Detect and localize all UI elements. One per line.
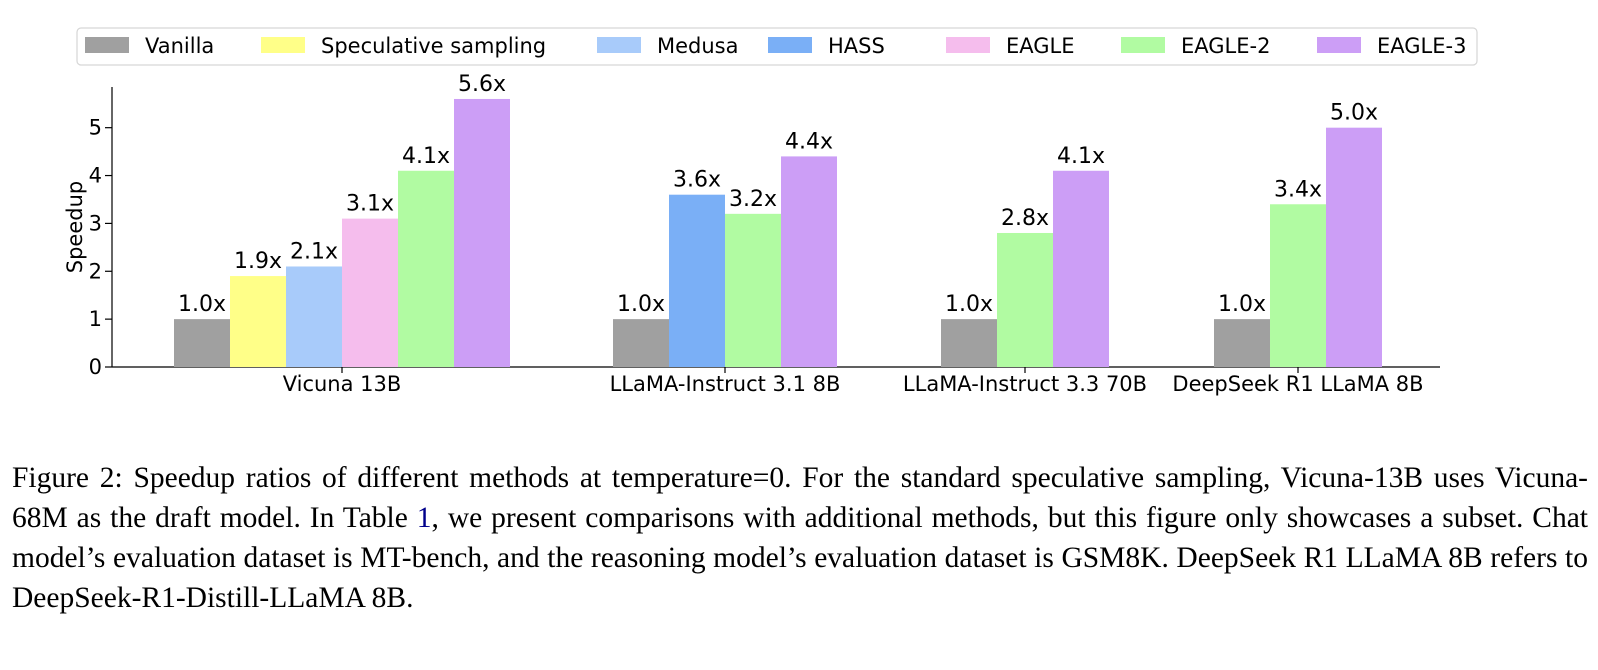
bar-llama-instruct-3-3-70b-eagle-3 <box>1053 170 1109 367</box>
data-label-vicuna-13b-medusa: 2.1x <box>290 239 338 264</box>
legend-swatch-eagle-3 <box>1317 37 1361 53</box>
data-label-llama-instruct-3-1-8b-eagle-2: 3.2x <box>729 187 777 212</box>
bar-llama-instruct-3-3-70b-vanilla <box>941 319 997 367</box>
legend-swatch-medusa <box>597 37 641 53</box>
legend-label-medusa: Medusa <box>657 34 739 58</box>
bar-vicuna-13b-vanilla <box>174 319 230 367</box>
bar-deepseek-r1-llama-8b-eagle-2 <box>1270 204 1326 367</box>
x-tick-label-llama-instruct-3-1-8b: LLaMA-Instruct 3.1 8B <box>610 372 841 396</box>
data-label-llama-instruct-3-3-70b-eagle-3: 4.1x <box>1057 144 1105 169</box>
bar-vicuna-13b-eagle-2 <box>398 170 454 367</box>
bar-vicuna-13b-speculative-sampling <box>230 276 286 367</box>
caption-text-continued: , we present comparisons with additional… <box>12 502 1588 614</box>
legend-swatch-eagle <box>946 37 990 53</box>
data-label-llama-instruct-3-1-8b-vanilla: 1.0x <box>617 292 665 317</box>
data-label-vicuna-13b-vanilla: 1.0x <box>178 292 226 317</box>
data-labels: 1.0x 1.9x 2.1x 3.1x 4.1x 5.6x 1.0x 3.6x 3.2x 4.4x… <box>178 72 1378 317</box>
legend-label-eagle-3: EAGLE-3 <box>1377 34 1466 58</box>
data-label-vicuna-13b-eagle-2: 4.1x <box>402 144 450 169</box>
y-tick-label: 1 <box>89 307 102 331</box>
data-label-deepseek-r1-llama-8b-eagle-3: 5.0x <box>1330 101 1378 126</box>
table-reference-link[interactable]: 1 <box>416 502 432 534</box>
legend-swatch-hass <box>768 37 812 53</box>
legend-label-speculative-sampling: Speculative sampling <box>321 34 546 58</box>
caption-text: Figure 2: Speedup ratios of different me… <box>12 462 1588 534</box>
y-tick-label: 4 <box>89 164 102 188</box>
y-tick-label: 2 <box>89 259 102 283</box>
legend-label-eagle: EAGLE <box>1006 34 1075 58</box>
bar-llama-instruct-3-3-70b-eagle-2 <box>997 232 1053 367</box>
bar-llama-instruct-3-1-8b-eagle-2 <box>725 213 781 367</box>
y-tick-label: 3 <box>89 211 102 235</box>
bar-llama-instruct-3-1-8b-vanilla <box>613 319 669 367</box>
bar-deepseek-r1-llama-8b-vanilla <box>1214 319 1270 367</box>
legend-label-eagle-2: EAGLE-2 <box>1181 34 1270 58</box>
bars <box>174 98 1382 367</box>
data-label-llama-instruct-3-3-70b-vanilla: 1.0x <box>945 292 993 317</box>
legend-label-hass: HASS <box>828 34 885 58</box>
legend-swatch-vanilla <box>85 37 129 53</box>
bar-vicuna-13b-medusa <box>286 266 342 367</box>
data-label-llama-instruct-3-1-8b-eagle-3: 4.4x <box>785 129 833 154</box>
y-tick-label: 0 <box>89 355 102 379</box>
bar-llama-instruct-3-1-8b-eagle-3 <box>781 156 837 367</box>
legend: Vanilla Speculative sampling Medusa HASS EAG… <box>76 27 1478 66</box>
legend-label-vanilla: Vanilla <box>145 34 214 58</box>
y-tick-label: 5 <box>89 116 102 140</box>
data-label-llama-instruct-3-1-8b-hass: 3.6x <box>673 168 721 193</box>
figure-caption: Figure 2: Speedup ratios of different me… <box>12 458 1588 618</box>
speedup-bar-chart: Vanilla Speculative sampling Medusa HASS EAG… <box>63 27 1478 396</box>
bar-vicuna-13b-eagle-3 <box>454 98 510 367</box>
x-tick-label-deepseek-r1-llama-8b: DeepSeek R1 LLaMA 8B <box>1172 372 1423 396</box>
bar-deepseek-r1-llama-8b-eagle-3 <box>1326 127 1382 367</box>
data-label-llama-instruct-3-3-70b-eagle-2: 2.8x <box>1001 206 1049 231</box>
data-label-deepseek-r1-llama-8b-eagle-2: 3.4x <box>1274 177 1322 202</box>
data-label-deepseek-r1-llama-8b-vanilla: 1.0x <box>1218 292 1266 317</box>
axes: 0 1 2 3 4 5 Speedup Vicuna 13B LLaMA-Instruct 3.… <box>63 87 1440 396</box>
legend-swatch-speculative-sampling <box>261 37 305 53</box>
data-label-vicuna-13b-eagle-3: 5.6x <box>458 72 506 97</box>
data-label-vicuna-13b-eagle: 3.1x <box>346 192 394 217</box>
bar-vicuna-13b-eagle <box>342 218 398 367</box>
y-axis-label: Speedup <box>63 181 87 273</box>
x-tick-label-vicuna-13b: Vicuna 13B <box>283 372 402 396</box>
x-tick-label-llama-instruct-3-3-70b: LLaMA-Instruct 3.3 70B <box>903 372 1147 396</box>
legend-swatch-eagle-2 <box>1121 37 1165 53</box>
data-label-vicuna-13b-speculative-sampling: 1.9x <box>234 249 282 274</box>
chart-figure: Vanilla Speculative sampling Medusa HASS EAG… <box>63 27 1478 396</box>
bar-llama-instruct-3-1-8b-hass <box>669 194 725 367</box>
